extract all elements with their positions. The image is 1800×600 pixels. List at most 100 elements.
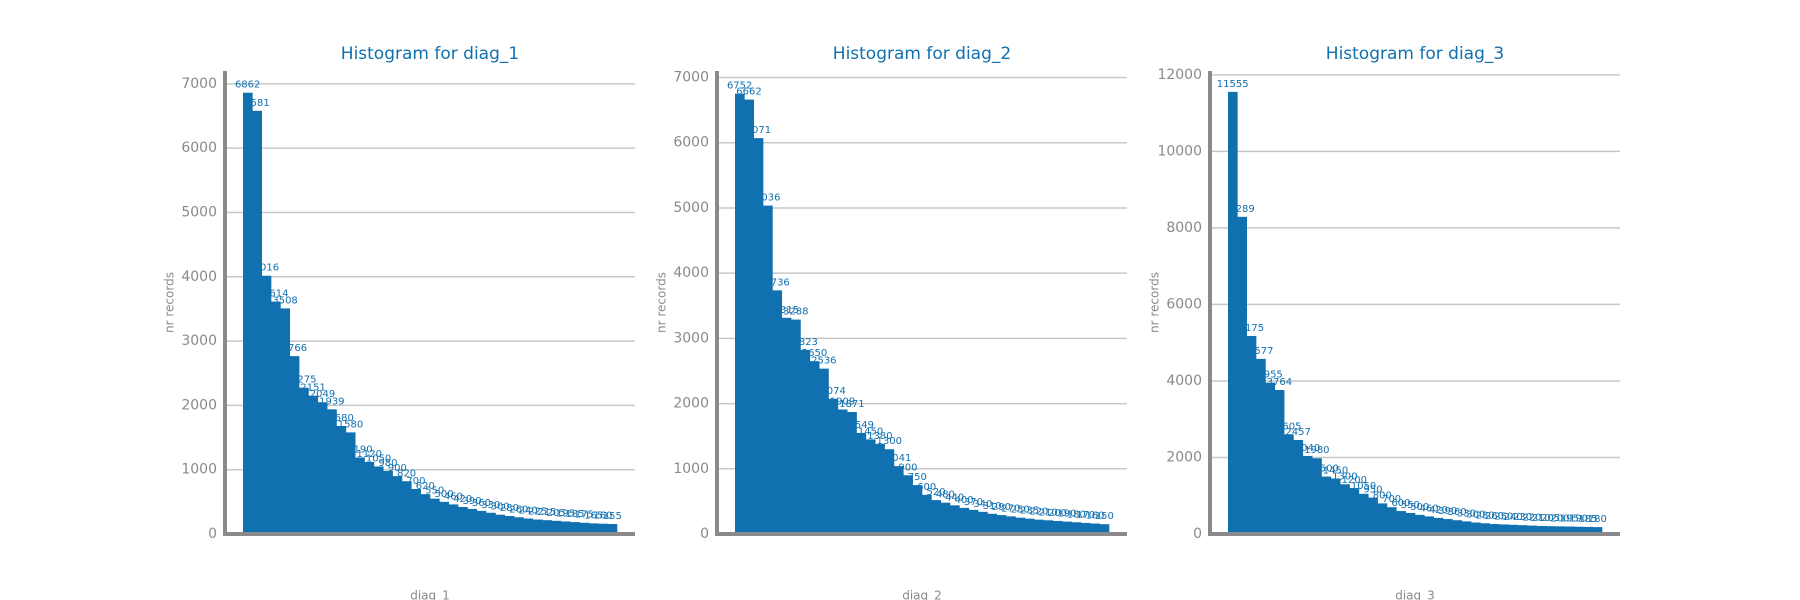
value-label: 8289 — [1229, 204, 1254, 215]
value-label: 240 — [1504, 512, 1523, 523]
y-tick-label: 3000 — [673, 330, 709, 346]
value-label: 1120 — [356, 449, 381, 460]
bar — [243, 92, 253, 534]
value-label: 215 — [537, 507, 556, 518]
value-label: 260 — [509, 504, 528, 515]
y-axis-label: nr records — [163, 272, 177, 333]
y-tick-label: 4000 — [181, 269, 217, 285]
value-label: 2650 — [802, 348, 827, 359]
value-label: 200 — [1550, 513, 1569, 524]
value-label: 2457 — [1285, 427, 1310, 438]
value-label: 1580 — [338, 419, 363, 430]
bar — [968, 509, 979, 534]
chart-title: Histogram for diag_3 — [1326, 44, 1504, 64]
bar — [1499, 524, 1509, 534]
bar — [763, 205, 773, 534]
bar — [1284, 434, 1294, 534]
value-label: 900 — [898, 462, 917, 473]
value-label: 390 — [463, 496, 482, 507]
value-label: 190 — [1569, 514, 1588, 525]
bar — [1321, 476, 1332, 534]
value-label: 4016 — [254, 263, 279, 274]
bar — [959, 507, 970, 534]
value-label: 210 — [1532, 513, 1551, 524]
value-label: 360 — [472, 498, 491, 509]
bar — [978, 511, 988, 534]
bar — [598, 523, 608, 534]
value-label: 1450 — [1323, 466, 1348, 477]
bar — [1034, 519, 1044, 534]
bar — [486, 512, 496, 534]
value-label: 190 — [1057, 509, 1076, 520]
bar — [903, 475, 913, 534]
value-label: 2536 — [811, 356, 836, 367]
bar — [383, 470, 393, 534]
bar — [791, 319, 801, 534]
value-label: 900 — [388, 463, 407, 474]
y-tick-label: 6000 — [673, 135, 709, 151]
y-tick-label: 4000 — [1166, 373, 1202, 389]
bar — [1006, 516, 1016, 534]
bar — [495, 514, 506, 534]
x-axis-label: diag_3 — [1395, 589, 1435, 600]
bar — [551, 520, 562, 534]
bar — [1228, 91, 1238, 535]
bar — [800, 349, 811, 534]
y-tick-label: 5000 — [181, 204, 217, 220]
y-axis-label: nr records — [655, 272, 669, 333]
bar — [1052, 520, 1063, 534]
value-label: 290 — [992, 502, 1011, 513]
bar — [542, 520, 552, 534]
bar — [856, 432, 867, 534]
value-label: 500 — [1410, 502, 1429, 513]
bar — [744, 99, 754, 535]
value-label: 420 — [453, 494, 472, 505]
bar — [1043, 520, 1054, 534]
value-label: 5036 — [755, 193, 780, 204]
value-label: 750 — [908, 472, 927, 483]
bar — [1080, 522, 1091, 534]
bar — [1024, 518, 1035, 534]
bar — [364, 461, 375, 534]
value-label: 235 — [1020, 506, 1039, 517]
value-label: 1300 — [1332, 471, 1357, 482]
value-label: 250 — [1011, 505, 1030, 516]
bar — [280, 308, 291, 534]
value-label: 700 — [406, 476, 425, 487]
value-label: 2049 — [310, 389, 335, 400]
bar — [884, 449, 895, 534]
bar — [448, 504, 459, 534]
value-label: 280 — [500, 503, 519, 514]
value-label: 1200 — [1341, 475, 1366, 486]
bar — [912, 485, 923, 534]
value-label: 1050 — [366, 453, 391, 464]
bar — [1405, 512, 1416, 534]
bar — [1090, 523, 1100, 534]
value-label: 3288 — [783, 307, 808, 318]
value-label: 175 — [575, 510, 594, 521]
y-tick-label: 0 — [700, 526, 709, 542]
bar — [476, 510, 487, 534]
y-tick-label: 2000 — [673, 396, 709, 412]
value-label: 3955 — [1257, 370, 1282, 381]
bar — [1508, 524, 1519, 534]
bar — [950, 505, 960, 534]
bar — [345, 432, 356, 534]
y-tick-label: 3000 — [181, 333, 217, 349]
value-label: 180 — [1067, 509, 1086, 520]
value-label: 600 — [1391, 498, 1410, 509]
value-label: 6862 — [235, 80, 260, 91]
value-label: 300 — [1466, 510, 1485, 521]
value-label: 160 — [1085, 511, 1104, 522]
bar — [373, 466, 384, 534]
value-label: 150 — [1095, 511, 1114, 522]
bar — [1071, 522, 1082, 534]
value-label: 620 — [416, 481, 435, 492]
bar — [271, 301, 281, 534]
value-label: 950 — [1363, 485, 1382, 496]
y-tick-label: 6000 — [181, 140, 217, 156]
bar — [1265, 382, 1276, 534]
value-label: 210 — [1039, 507, 1058, 518]
value-label: 230 — [1513, 512, 1532, 523]
bar — [1443, 519, 1453, 534]
